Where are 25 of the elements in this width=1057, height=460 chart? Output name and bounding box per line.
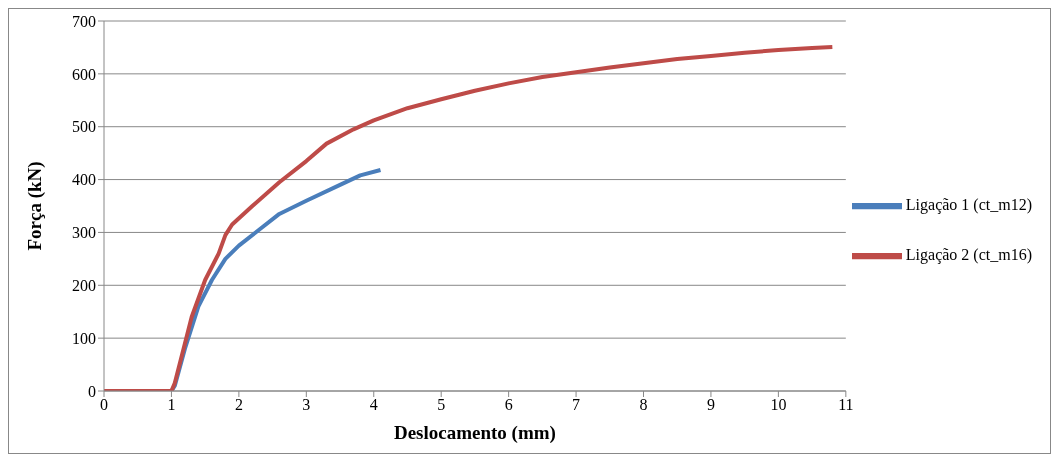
y-tick-label: 300 bbox=[72, 224, 96, 242]
x-tick-label: 8 bbox=[639, 396, 648, 414]
y-tick-label: 600 bbox=[72, 65, 96, 83]
y-tick-label: 0 bbox=[88, 382, 96, 400]
x-tick-label: 6 bbox=[504, 396, 513, 414]
legend-label: Ligação 2 (ct_m16) bbox=[905, 245, 1032, 263]
x-tick-label: 5 bbox=[437, 396, 446, 414]
y-tick-label: 700 bbox=[72, 12, 96, 30]
x-tick-label: 7 bbox=[572, 396, 581, 414]
x-tick-label: 9 bbox=[706, 396, 715, 414]
x-tick-label: 1 bbox=[167, 396, 176, 414]
y-tick-label: 500 bbox=[72, 118, 96, 136]
x-tick-label: 0 bbox=[100, 396, 108, 414]
y-axis-title: Força (kN) bbox=[23, 161, 46, 251]
x-tick-label: 3 bbox=[302, 396, 311, 414]
y-tick-label: 400 bbox=[72, 171, 96, 189]
y-tick-label: 100 bbox=[72, 329, 96, 347]
x-tick-label: 11 bbox=[838, 396, 854, 414]
x-tick-label: 4 bbox=[369, 396, 378, 414]
line-series bbox=[104, 44, 835, 391]
x-axis-title: Deslocamento (mm) bbox=[393, 422, 556, 444]
x-tick-label: 10 bbox=[770, 396, 787, 414]
y-tick-label: 200 bbox=[72, 276, 96, 294]
legend-label: Ligação 1 (ct_m12) bbox=[905, 195, 1032, 213]
x-tick-label: 2 bbox=[234, 396, 243, 414]
